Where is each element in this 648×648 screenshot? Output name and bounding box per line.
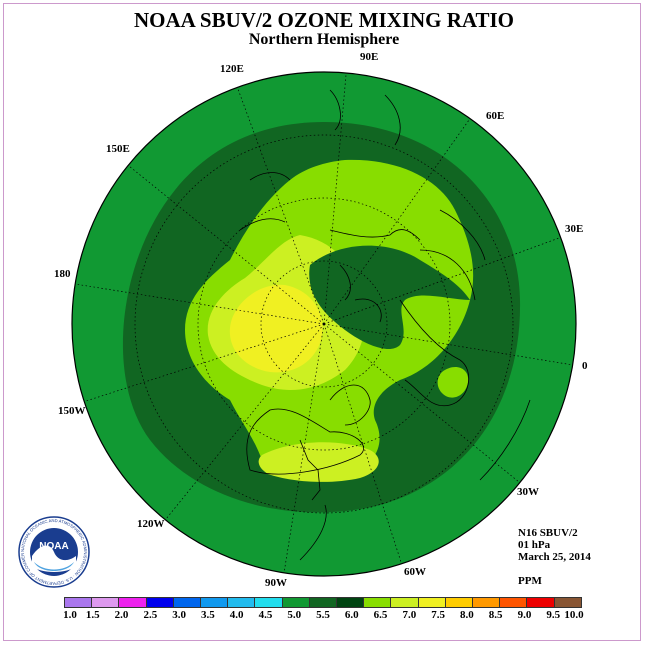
info-level: 01 hPa [518,539,551,551]
colorbar-swatch [282,598,310,607]
logo-text: NOAA [39,541,68,552]
colorbar-tick-label: 5.5 [316,609,330,621]
colorbar-tick-label: 6.0 [344,609,359,621]
colorbar-swatch [500,598,528,607]
colorbar-tick-label: 4.0 [229,609,244,621]
map-boundary [71,71,577,577]
figure-frame [3,3,641,641]
colorbar-swatch [228,598,256,607]
info-satellite: N16 SBUV/2 [518,527,578,539]
colorbar-tick-label: 7.5 [431,609,445,621]
colorbar-tick-label: 9.0 [517,609,532,621]
colorbar-swatch [527,598,555,607]
colorbar-swatch [391,598,419,607]
lon-label-90w: 90W [265,577,287,589]
colorbar-tick-label: 8.5 [488,609,503,621]
lon-label-0: 0 [582,360,588,372]
colorbar-tick-label: 1.0 [63,609,77,621]
colorbar [64,597,582,608]
field-7-0 [229,284,323,373]
colorbar-swatch [309,598,338,607]
colorbar-swatch [146,598,174,607]
colorbar-tick-label: 8.0 [460,609,474,621]
noaa-logo: NATIONAL OCEANIC AND ATMOSPHERIC ADMINIS… [18,516,90,588]
field-europe-blob [437,367,469,398]
colorbar-tick-label: 3.5 [201,609,215,621]
logo-gull-icon [32,545,76,572]
field-na-blob [258,442,379,482]
lon-label-30w: 30W [517,486,539,498]
lon-label-60w: 60W [404,566,426,578]
lon-label-90e: 90E [360,51,379,63]
colorbar-labels: 1.0 1.5 2.0 2.5 3.0 3.5 4.0 4.5 5.0 5.5 6.0 6.5 7.0 7… [63,609,584,623]
colorbar-tick-label: 7.0 [402,609,417,621]
colorbar-swatch [173,598,202,607]
colorbar-tick-label: 4.5 [258,609,273,621]
ozone-field [72,72,576,576]
page-subtitle: Northern Hemisphere [248,31,400,48]
colorbar-swatch [119,598,147,607]
colorbar-swatch [255,598,283,607]
lon-label-150e: 150E [106,143,130,155]
colorbar-tick-label: 5.0 [287,609,302,621]
colorbar-swatch [418,598,446,607]
lon-label-120w: 120W [137,518,165,530]
colorbar-swatch [201,598,229,607]
colorbar-tick-label: 2.5 [143,609,158,621]
lon-label-30e: 30E [565,223,584,235]
graticule [74,74,574,574]
colorbar-tick-label: 2.0 [114,609,129,621]
colorbar-swatch [364,598,392,607]
colorbar-swatch [92,598,120,607]
lon-label-150w: 150W [58,405,86,417]
info-units: PPM [518,575,542,587]
colorbar-tick-label: 10.0 [564,609,584,621]
colorbar-swatch [554,598,581,607]
page-title: NOAA SBUV/2 OZONE MIXING RATIO [134,8,514,32]
lon-label-120e: 120E [220,63,244,75]
logo-wave-icon [34,562,74,571]
colorbar-tick-label: 3.0 [172,609,186,621]
colorbar-tick-label: 1.5 [85,609,100,621]
colorbar-tick-label: 9.5 [546,609,561,621]
info-date: March 25, 2014 [518,551,591,563]
colorbar-swatch [445,598,474,607]
colorbar-tick-label: 6.5 [373,609,388,621]
lon-label-180: 180 [54,268,71,280]
lon-label-60e: 60E [486,110,505,122]
colorbar-swatch [65,598,93,607]
field-arctic-low [309,245,470,350]
coastlines [239,89,531,561]
colorbar-swatch [473,598,501,607]
colorbar-swatch [337,598,365,607]
